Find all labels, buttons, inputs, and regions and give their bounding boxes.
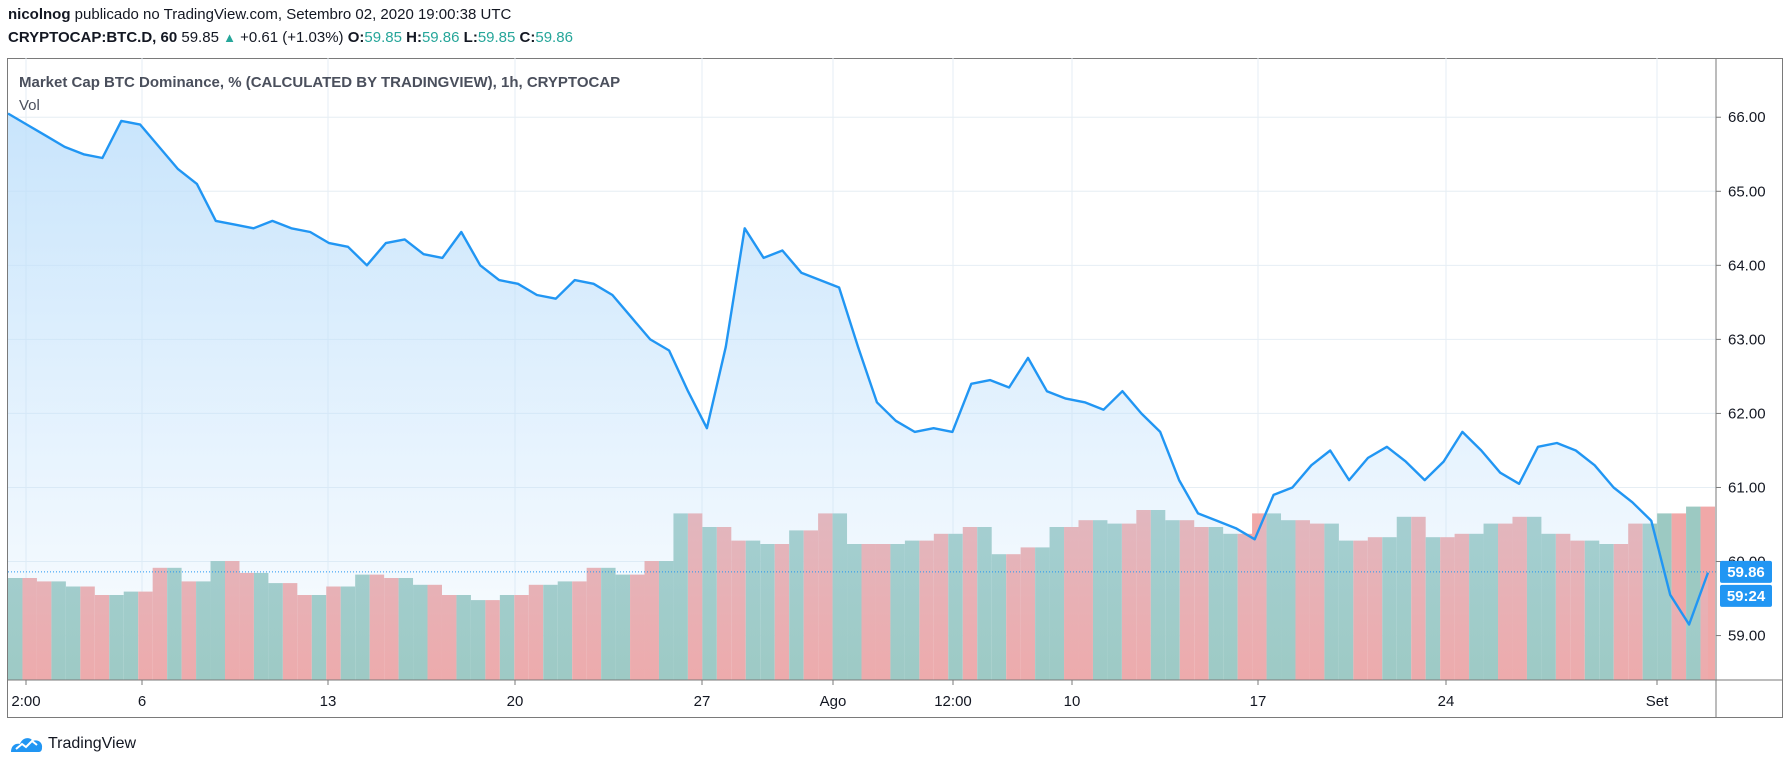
last-price-badge: 59.86 [1720,560,1772,583]
y-tick-label: 63.00 [1728,331,1766,348]
x-tick-label: 27 [694,693,711,710]
open-label: O: [347,29,365,46]
x-tick-label: 6 [138,693,146,710]
legend-title: Market Cap BTC Dominance, % (CALCULATED … [19,74,621,91]
y-tick-label: 64.00 [1728,257,1766,274]
x-tick-label: 2:00 [11,693,40,710]
close-label: C: [519,29,536,46]
countdown-badge: 59:24 [1720,584,1772,607]
x-tick-label: 13 [320,693,337,710]
symbol-info: CRYPTOCAP:BTC.D, 60 59.85 ▲ +0.61 (+1.03… [8,29,573,46]
price-line [7,112,1710,626]
y-tick-label: 62.00 [1728,405,1766,422]
tradingview-brand[interactable]: TradingView [10,734,136,754]
y-tick-label: 61.00 [1728,479,1766,496]
low-label: L: [463,29,478,46]
y-tick-label: 65.00 [1728,183,1766,200]
up-arrow-icon: ▲ [223,30,236,45]
low-value: 59.85 [477,29,516,46]
symbol-label: CRYPTOCAP:BTC.D, 60 [8,29,178,46]
x-tick-label: 12:00 [934,693,972,710]
x-tick-label: 10 [1064,693,1081,710]
y-tick-label: 59.00 [1728,628,1766,645]
last-price-value: 59.86 [1727,564,1765,581]
x-tick-label: Set [1646,693,1669,710]
legend-volume: Vol [19,97,40,114]
open-value: 59.85 [364,29,402,46]
countdown-value: 59:24 [1727,588,1766,605]
tradingview-logo-icon [11,738,43,752]
author-name[interactable]: nicolnog [8,6,71,23]
published-text: publicado no TradingView.com, Setembro 0… [74,6,512,23]
x-tick-label: 17 [1250,693,1267,710]
price-change: +0.61 (+1.03%) [240,29,344,46]
price-chart[interactable]: 66.0065.0064.0063.0062.0061.0060.0059.00… [0,0,1791,720]
high-value: 59.86 [421,29,460,46]
x-tick-label: 20 [507,693,524,710]
close-value: 59.86 [535,29,573,46]
x-tick-label: 24 [1438,693,1455,710]
price-area [8,113,1708,680]
last-price: 59.85 [181,29,219,46]
y-tick-label: 66.00 [1728,109,1766,126]
brand-name: TradingView [48,735,137,752]
publish-info: nicolnog publicado no TradingView.com, S… [8,6,511,23]
high-label: H: [406,29,422,46]
x-tick-label: Ago [820,693,847,710]
